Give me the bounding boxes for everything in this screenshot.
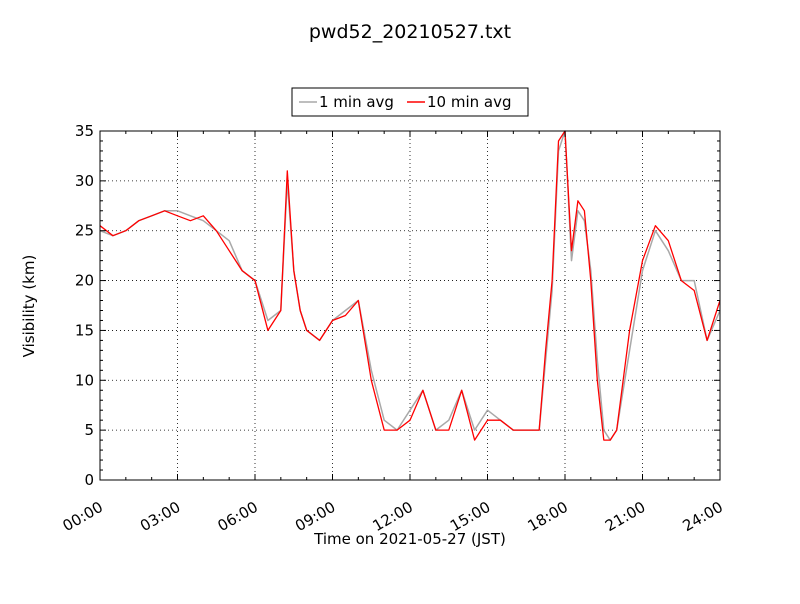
plot-frame: [99, 130, 721, 481]
legend: 1 min avg 10 min avg: [291, 87, 529, 117]
y-tick-label: 10: [75, 371, 94, 389]
y-tick-label: 5: [84, 421, 94, 439]
y-tick-label: 30: [75, 172, 94, 190]
y-axis-label: Visibility (km): [20, 255, 38, 358]
series-1min-avg-line: [99, 130, 721, 441]
x-tick-label: 06:00: [215, 498, 261, 535]
y-tick-label: 0: [84, 471, 94, 489]
y-tick-label: 20: [75, 272, 94, 290]
series-10min-avg-line: [99, 130, 721, 441]
legend-label-1min: 1 min avg: [319, 93, 394, 111]
x-tick-label: 18:00: [525, 498, 571, 535]
grid: [100, 131, 720, 480]
x-tick-label: 24:00: [680, 498, 726, 535]
series-layer: [99, 130, 721, 441]
legend-label-10min: 10 min avg: [427, 93, 512, 111]
axis-ticks: 00:00 03:00 06:00 09:00 12:00 15:00 18:00 21:00…: [60, 122, 726, 535]
y-tick-label: 15: [75, 321, 94, 339]
x-tick-label: 21:00: [602, 498, 648, 535]
x-tick-label: 00:00: [60, 498, 106, 535]
x-axis-label: Time on 2021-05-27 (JST): [313, 530, 506, 548]
x-tick-label: 03:00: [137, 498, 183, 535]
chart-title: pwd52_20210527.txt: [309, 21, 511, 43]
y-tick-label: 25: [75, 222, 94, 240]
y-tick-label: 35: [75, 122, 94, 140]
